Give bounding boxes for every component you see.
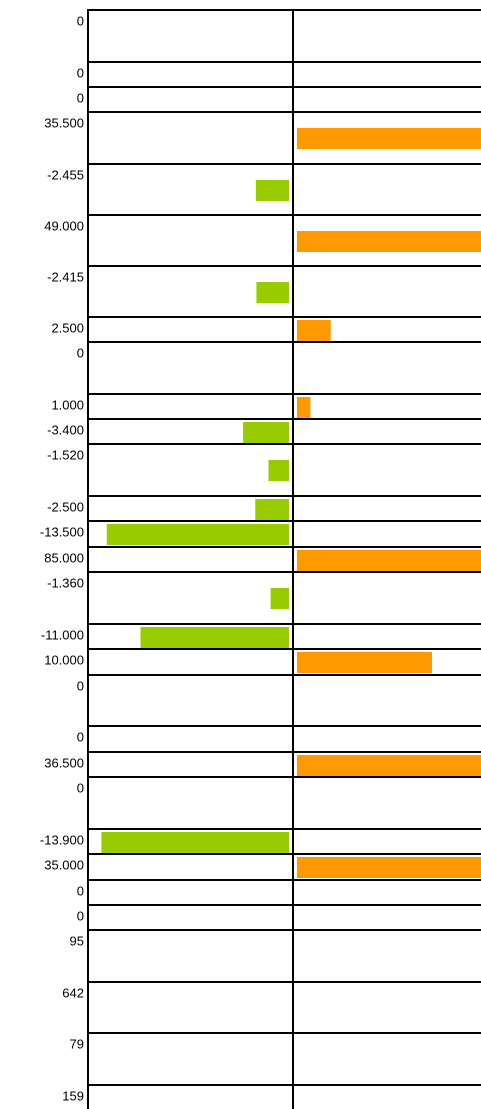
row-label: 0 <box>77 729 84 744</box>
row-label: 642 <box>62 985 84 1000</box>
negative-bar <box>243 422 289 443</box>
row-label: 49.000 <box>44 218 84 233</box>
row-label: 10.000 <box>44 652 84 667</box>
table-rules <box>87 9 481 1109</box>
row-label: 0 <box>77 13 84 28</box>
row-label: 1.000 <box>51 397 84 412</box>
row-label: -1.520 <box>47 447 84 462</box>
positive-bar <box>297 755 481 776</box>
row-labels: 0 0 0 35.500 -2.455 49.000 -2.415 2.500 0 1.000 -3… <box>40 13 84 1103</box>
negative-bar <box>256 282 289 303</box>
row-label: 95 <box>70 933 84 948</box>
negative-bar <box>270 588 289 609</box>
negative-bar <box>140 627 289 648</box>
row-label: 0 <box>77 883 84 898</box>
positive-bar <box>297 652 432 673</box>
row-label: 0 <box>77 908 84 923</box>
positive-bar <box>297 397 311 418</box>
positive-bar <box>297 231 481 252</box>
row-label: 0 <box>77 780 84 795</box>
row-label: 35.000 <box>44 857 84 872</box>
negative-bar <box>268 460 289 481</box>
row-label: -1.360 <box>47 575 84 590</box>
row-label: 35.500 <box>44 115 84 130</box>
row-label: -2.500 <box>47 499 84 514</box>
row-label: -13.500 <box>40 524 84 539</box>
row-label: 0 <box>77 65 84 80</box>
positive-bars <box>297 128 481 878</box>
row-label: -11.000 <box>41 627 84 642</box>
row-label: -2.455 <box>47 167 84 182</box>
positive-bar <box>297 320 331 341</box>
negative-bar <box>255 180 289 201</box>
negative-bar <box>106 524 289 545</box>
row-label: 36.500 <box>44 755 84 770</box>
row-label: 79 <box>70 1036 84 1051</box>
row-label: 159 <box>62 1088 84 1103</box>
row-label: 85.000 <box>44 550 84 565</box>
row-label: -13.900 <box>40 832 84 847</box>
row-label: -3.400 <box>47 422 84 437</box>
positive-bar <box>297 857 481 878</box>
row-label: 2.500 <box>51 320 84 335</box>
row-label: -2.415 <box>47 269 84 284</box>
positive-bar <box>297 128 481 149</box>
negative-bar <box>255 499 289 520</box>
row-label: 0 <box>77 345 84 360</box>
negative-bar <box>101 832 289 853</box>
row-label: 0 <box>77 678 84 693</box>
positive-bar <box>297 550 481 571</box>
row-label: 0 <box>77 90 84 105</box>
negative-bars <box>101 180 289 853</box>
